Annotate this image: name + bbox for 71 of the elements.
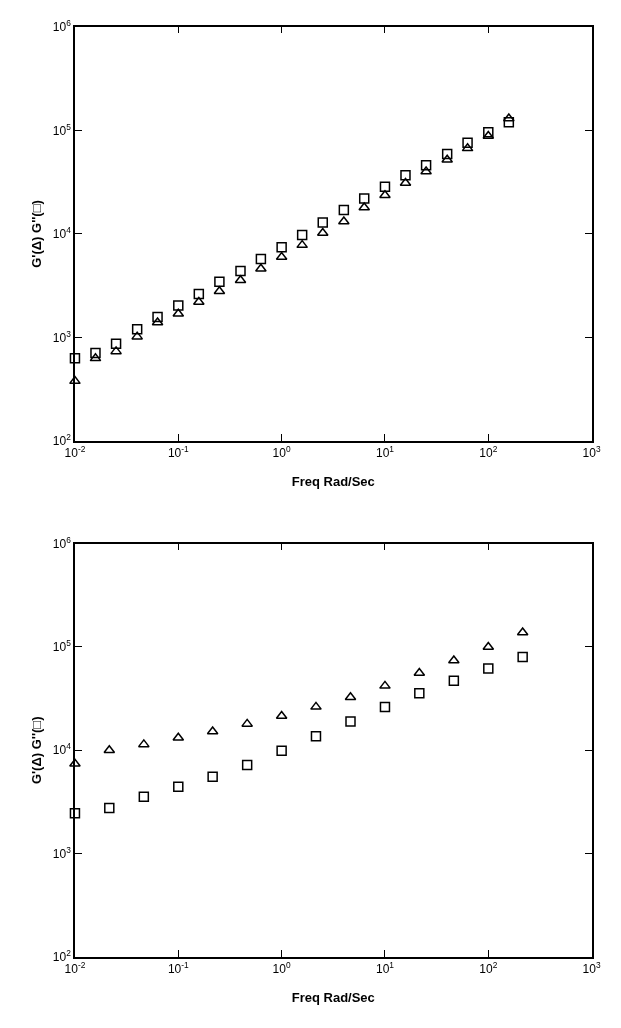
point [296, 229, 308, 241]
x-tick-label: 10$^{-1}$ [167, 444, 190, 461]
point [131, 324, 143, 335]
point [296, 239, 309, 249]
x-tick-label: 10$^{-1}$ [167, 960, 190, 977]
point [255, 253, 267, 265]
point [173, 300, 184, 311]
point [276, 745, 287, 756]
point [317, 217, 328, 228]
y-tick-label: 10$^{4}$ [52, 741, 72, 758]
point [110, 338, 122, 350]
point [69, 807, 81, 819]
point [441, 148, 453, 160]
point [379, 701, 391, 713]
point [414, 688, 425, 699]
point [173, 781, 184, 792]
point [316, 227, 329, 237]
point [344, 691, 357, 701]
y-axis-title: G'(Δ) G''(□) [29, 200, 45, 268]
point [399, 177, 412, 187]
y-tick-label: 10$^{3}$ [52, 328, 72, 345]
point [338, 204, 350, 216]
point [482, 130, 495, 140]
point [235, 265, 246, 277]
point [192, 296, 205, 306]
x-tick-label: 10$^{1}$ [375, 960, 395, 977]
y-axis-title: G'(Δ) G''(□) [29, 716, 45, 785]
x-tick-label: 10$^{0}$ [272, 960, 291, 977]
point [69, 375, 81, 385]
point [213, 285, 226, 295]
point [420, 160, 432, 171]
y-tick-label: 10$^{3}$ [52, 844, 72, 861]
x-tick-label: 10$^{2}$ [479, 444, 498, 461]
x-axis-title: Freq Rad/Sec [291, 474, 375, 490]
point [104, 802, 115, 814]
x-tick-label: 10$^{2}$ [479, 960, 498, 977]
point [448, 675, 460, 687]
point [345, 716, 356, 727]
y-tick-label: 10$^{6}$ [52, 17, 72, 34]
point [379, 181, 391, 192]
y-tick-label: 10$^{5}$ [52, 638, 72, 655]
point [275, 251, 288, 261]
point [214, 276, 225, 288]
x-axis-title: Freq Rad/Sec [291, 990, 375, 1006]
point [379, 190, 391, 199]
y-tick-label: 10$^{6}$ [52, 534, 72, 551]
point [483, 126, 494, 138]
y-tick-label: 10$^{5}$ [52, 121, 72, 138]
point [358, 193, 370, 204]
point [276, 242, 287, 253]
point [207, 771, 218, 783]
point [517, 651, 528, 663]
point [310, 730, 322, 742]
point [483, 663, 494, 674]
x-tick-label: 10$^{3}$ [582, 960, 601, 977]
point [379, 680, 391, 689]
x-tick-label: 10$^{0}$ [272, 444, 291, 461]
point [400, 170, 411, 181]
y-tick-label: 10$^{4}$ [52, 225, 72, 242]
point [138, 791, 150, 802]
x-tick-label: 10$^{1}$ [375, 444, 395, 461]
point [69, 758, 81, 767]
point [69, 353, 81, 364]
point [152, 311, 163, 323]
point [241, 759, 253, 771]
point [503, 116, 515, 128]
point [462, 137, 473, 148]
point [193, 288, 205, 300]
x-tick-label: 10$^{3}$ [582, 444, 601, 461]
point [310, 701, 322, 710]
point [90, 347, 101, 359]
